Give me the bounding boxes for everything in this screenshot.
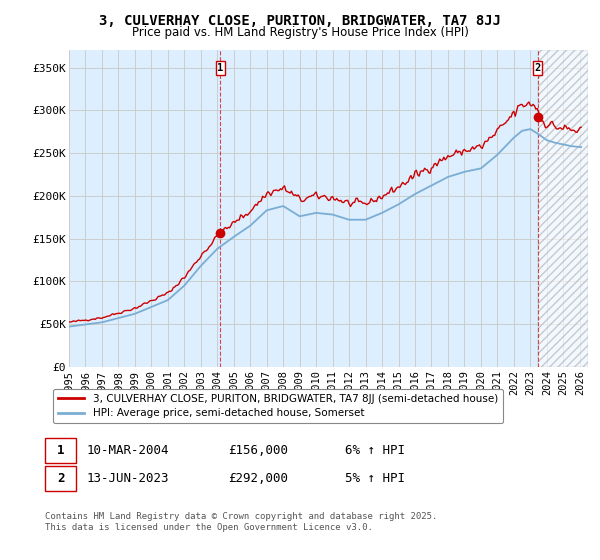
Text: Contains HM Land Registry data © Crown copyright and database right 2025.
This d: Contains HM Land Registry data © Crown c… [45, 512, 437, 532]
Text: £292,000: £292,000 [228, 472, 288, 486]
Text: 2: 2 [57, 472, 64, 486]
Bar [538, 50, 588, 367]
Text: 2: 2 [535, 63, 541, 73]
Legend: 3, CULVERHAY CLOSE, PURITON, BRIDGWATER, TA7 8JJ (semi-detached house), HPI: Ave: 3, CULVERHAY CLOSE, PURITON, BRIDGWATER,… [53, 389, 503, 423]
Text: 3, CULVERHAY CLOSE, PURITON, BRIDGWATER, TA7 8JJ: 3, CULVERHAY CLOSE, PURITON, BRIDGWATER,… [99, 14, 501, 28]
Text: 1: 1 [57, 444, 64, 458]
Text: 10-MAR-2004: 10-MAR-2004 [87, 444, 170, 458]
Text: 13-JUN-2023: 13-JUN-2023 [87, 472, 170, 486]
Text: Price paid vs. HM Land Registry's House Price Index (HPI): Price paid vs. HM Land Registry's House … [131, 26, 469, 39]
Text: 1: 1 [217, 63, 224, 73]
Text: £156,000: £156,000 [228, 444, 288, 458]
Text: 6% ↑ HPI: 6% ↑ HPI [345, 444, 405, 458]
Text: 5% ↑ HPI: 5% ↑ HPI [345, 472, 405, 486]
